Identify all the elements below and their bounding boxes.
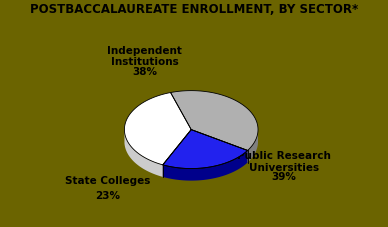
Text: 39%: 39% <box>272 171 296 181</box>
Text: 38%: 38% <box>132 67 157 77</box>
Polygon shape <box>163 151 248 181</box>
Polygon shape <box>171 91 258 151</box>
Polygon shape <box>248 131 258 163</box>
Polygon shape <box>163 130 248 169</box>
Text: 23%: 23% <box>95 190 120 200</box>
Polygon shape <box>125 131 163 177</box>
Text: Independent
Institutions: Independent Institutions <box>107 45 182 67</box>
Text: Public Research
Universities: Public Research Universities <box>237 151 331 172</box>
Polygon shape <box>163 130 248 169</box>
Text: State Colleges: State Colleges <box>65 175 151 185</box>
Title: POSTBACCALAUREATE ENROLLMENT, BY SECTOR*: POSTBACCALAUREATE ENROLLMENT, BY SECTOR* <box>30 3 358 16</box>
Polygon shape <box>125 93 191 165</box>
